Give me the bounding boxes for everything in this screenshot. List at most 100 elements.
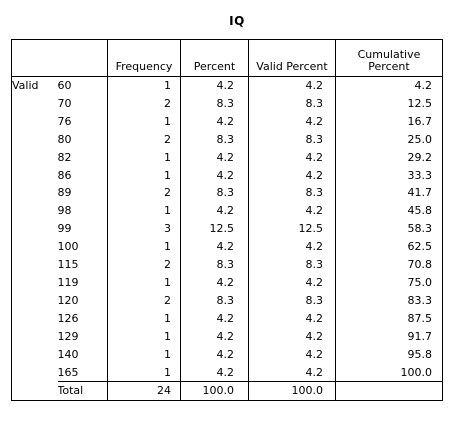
row-value: 119 [57,275,79,289]
cell-cumulative-percent: 16.7 [335,112,443,131]
group-label-empty [12,292,58,310]
cell-frequency: 1 [107,148,181,167]
cell-valid-percent: 4.2 [248,166,336,185]
table-row: 165 1 4.2 4.2 100.0 [12,363,443,382]
cell-percent: 4.2 [180,148,249,167]
group-label-empty [12,167,58,185]
header-valid-percent: Valid Percent [248,39,336,77]
table-row: 70 2 8.3 8.3 12.5 [12,94,443,113]
cell-cumulative-percent: 4.2 [335,76,443,95]
group-label-empty [12,310,58,328]
table-row: 80 2 8.3 8.3 25.0 [12,130,443,149]
header-frequency: Frequency [107,39,181,77]
cell-cumulative-percent: 33.3 [335,166,443,185]
cell-frequency: 1 [107,327,181,346]
group-label-empty [12,95,58,113]
cell-percent: 8.3 [180,256,249,274]
cell-frequency: 2 [107,184,181,203]
group-label-empty [12,131,58,149]
cell-cumulative-percent: 62.5 [335,238,443,257]
row-value: 165 [57,365,79,379]
row-value: 70 [57,96,72,110]
row-value: 129 [57,329,79,343]
table-row: 129 1 4.2 4.2 91.7 [12,327,443,346]
cell-valid-percent: 8.3 [248,184,336,203]
cell-valid-percent: 4.2 [248,345,336,364]
cell-frequency: 1 [107,112,181,131]
group-label-empty [12,274,58,292]
group-label-empty [12,346,58,364]
group-label: Valid [12,79,39,92]
cell-cumulative-percent: 12.5 [335,94,443,113]
group-label-empty [12,220,58,238]
cell-frequency: 2 [107,94,181,113]
row-value: 86 [57,168,72,182]
cell-cumulative-percent: 87.5 [335,309,443,328]
cell-valid-percent: 8.3 [248,291,336,310]
cell-frequency: 1 [107,76,181,95]
cell-valid-percent: 4.2 [248,238,336,257]
cell-valid-percent: 4.2 [248,327,336,346]
cell-valid-percent: 8.3 [248,94,336,113]
header-cumulative-percent: Cumulative Percent [335,39,443,77]
cell-frequency: 1 [107,238,181,257]
cell-frequency: 1 [107,273,181,292]
cell-percent: 8.3 [180,130,249,149]
row-value: 115 [57,258,79,272]
group-label-empty [12,184,58,202]
total-valid-percent: 100.0 [248,381,336,401]
cell-cumulative-percent: 41.7 [335,184,443,203]
cell-frequency: 2 [107,291,181,310]
cell-valid-percent: 12.5 [248,220,336,239]
table-row: 89 2 8.3 8.3 41.7 [12,184,443,203]
frequency-table: Frequency Percent Valid Percent Cumulati… [11,39,443,402]
table-row: 99 3 12.5 12.5 58.3 [12,220,443,239]
row-value: 126 [57,311,79,325]
group-label-empty [12,202,58,220]
cell-percent: 4.2 [180,363,249,382]
cell-valid-percent: 8.3 [248,130,336,149]
cell-percent: 4.2 [180,76,249,95]
group-label-empty [12,238,58,256]
cell-cumulative-percent: 70.8 [335,256,443,274]
row-value: 140 [57,347,79,361]
cell-percent: 4.2 [180,238,249,257]
cell-percent: 4.2 [180,345,249,364]
row-value: 98 [57,204,72,218]
cell-frequency: 1 [107,363,181,382]
total-row: Total 24 100.0 100.0 [12,381,443,401]
total-frequency: 24 [107,381,181,401]
cell-percent: 12.5 [180,220,249,239]
cell-percent: 4.2 [180,327,249,346]
cell-cumulative-percent: 75.0 [335,273,443,292]
cell-percent: 4.2 [180,309,249,328]
header-row: Frequency Percent Valid Percent Cumulati… [11,39,443,77]
cell-percent: 8.3 [180,184,249,203]
header-cumulative-line2: Percent [368,60,410,73]
row-value: 80 [57,132,72,146]
row-value: 82 [57,150,72,164]
cell-valid-percent: 8.3 [248,256,336,274]
total-label: Total [57,381,108,401]
table-row: 140 1 4.2 4.2 95.8 [12,345,443,364]
cell-frequency: 1 [107,166,181,185]
cell-frequency: 3 [107,220,181,239]
header-cumulative-line1: Cumulative [357,48,421,61]
cell-frequency: 1 [107,309,181,328]
cell-valid-percent: 4.2 [248,363,336,382]
cell-cumulative-percent: 45.8 [335,202,443,221]
cell-cumulative-percent: 83.3 [335,291,443,310]
group-label-empty [12,328,58,346]
group-label-empty [12,113,58,131]
row-value: 76 [57,114,72,128]
table-row: 115 2 8.3 8.3 70.8 [12,256,443,274]
cell-valid-percent: 4.2 [248,309,336,328]
cell-cumulative-percent: 95.8 [335,345,443,364]
table-row: 86 1 4.2 4.2 33.3 [12,166,443,185]
group-label-empty [12,149,58,167]
header-blank [11,39,58,77]
row-value: 100 [57,240,79,254]
row-value: 60 [57,79,72,92]
table-row: Valid 60 1 4.2 4.2 4.2 [12,76,443,95]
row-value: 99 [57,222,72,236]
